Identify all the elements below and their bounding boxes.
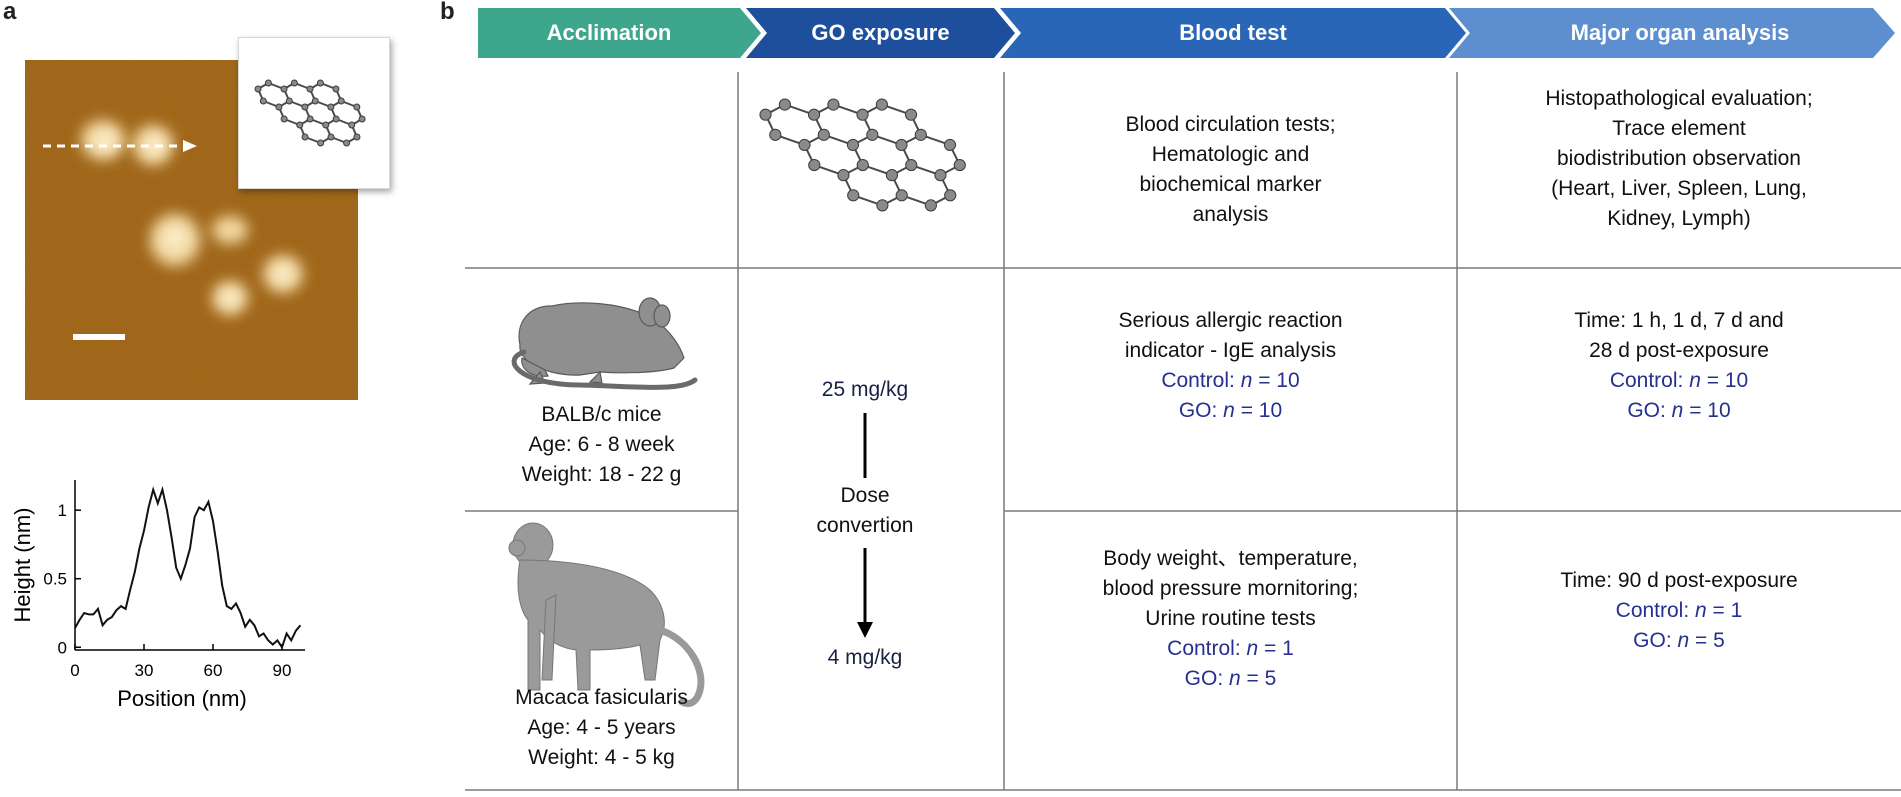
- stage-label-acclimation: Acclimation: [546, 20, 672, 45]
- count-control: Control: n = 1: [1167, 637, 1294, 660]
- text-line: Trace element: [1612, 117, 1746, 140]
- y-axis-label: Height (nm): [10, 508, 35, 623]
- stage-arrow-acclimation: Acclimation: [478, 8, 761, 58]
- y-tick-label: 1: [58, 501, 67, 520]
- count-go: GO: n = 10: [1627, 399, 1731, 422]
- count-go: GO: n = 10: [1178, 399, 1283, 422]
- stage-label-blood-test: Blood test: [1179, 20, 1287, 45]
- mouse-icon: [511, 297, 698, 390]
- text-line: indicator - IgE analysis: [1124, 339, 1337, 362]
- text-line: Serious allergic reaction: [1118, 309, 1343, 332]
- text-line: Weight: 4 - 5 kg: [528, 746, 675, 769]
- dose-arrow-head: [857, 622, 873, 638]
- text-line: Weight: 18 - 22 g: [521, 463, 682, 486]
- text-line: Dose: [840, 484, 890, 507]
- stage-arrow-blood-test: Blood test: [1000, 8, 1466, 58]
- text-line: Age: 6 - 8 week: [528, 433, 675, 456]
- text-line: Time: 90 d post-exposure: [1560, 569, 1798, 592]
- graphene-molecule-icon: [759, 98, 966, 212]
- cell-macaca-organ-analysis: Time: 90 d post-exposure Control: n = 1 …: [1457, 566, 1901, 656]
- panel-label-a: a: [3, 0, 17, 25]
- y-tick-label: 0: [58, 638, 67, 657]
- y-tick-label: 0.5: [43, 570, 67, 589]
- cell-macaca-subject: Macaca fasicularis Age: 4 - 5 years Weig…: [465, 683, 738, 773]
- text-line: Histopathological evaluation;: [1545, 87, 1813, 110]
- cell-macaca-blood-test: Body weight、temperature, blood pressure …: [1004, 544, 1457, 694]
- graphene-molecule-icon: [254, 79, 366, 147]
- text-line: Age: 4 - 5 years: [527, 716, 676, 739]
- count-control: Control: n = 10: [1609, 369, 1749, 392]
- text-line: Body weight、temperature,: [1103, 547, 1358, 570]
- text-line: analysis: [1192, 203, 1269, 226]
- count-go: GO: n = 5: [1184, 667, 1277, 690]
- scale-bar: [73, 334, 125, 340]
- dose-conversion-label: Dose convertion: [760, 481, 970, 541]
- text-line: Time: 1 h, 1 d, 7 d and: [1574, 309, 1784, 332]
- x-tick-label: 30: [135, 661, 154, 680]
- panel-label-b: b: [440, 0, 455, 25]
- height-profile-series: [74, 485, 302, 650]
- text-line: biochemical marker: [1139, 173, 1322, 196]
- dose-macaca: 4 mg/kg: [827, 646, 903, 669]
- cell-go-blood-test: Blood circulation tests; Hematologic and…: [1004, 110, 1457, 230]
- cell-mice-organ-analysis: Time: 1 h, 1 d, 7 d and 28 d post-exposu…: [1457, 306, 1901, 426]
- count-control: Control: n = 10: [1161, 369, 1300, 392]
- text-line: Kidney, Lymph): [1607, 207, 1751, 230]
- stage-label-go-exposure: GO exposure: [811, 20, 950, 45]
- x-tick-label: 0: [70, 661, 79, 680]
- graphene-inset: [238, 37, 390, 189]
- stage-label-major-organ: Major organ analysis: [1570, 20, 1790, 45]
- profile-arrowhead: [183, 140, 197, 152]
- text-line: Blood circulation tests;: [1125, 113, 1336, 136]
- text-line: Urine routine tests: [1145, 607, 1316, 630]
- text-line: (Heart, Liver, Spleen, Lung,: [1551, 177, 1807, 200]
- count-go: GO: n = 5: [1633, 629, 1725, 652]
- text-line: biodistribution observation: [1557, 147, 1801, 170]
- text-line: Hematologic and: [1151, 143, 1310, 166]
- text-line: Macaca fasicularis: [515, 686, 688, 709]
- text-line: BALB/c mice: [541, 403, 662, 426]
- cell-mice-subject: BALB/c mice Age: 6 - 8 week Weight: 18 -…: [465, 400, 738, 490]
- x-axis-label: Position (nm): [117, 686, 247, 711]
- text-line: 28 d post-exposure: [1589, 339, 1769, 362]
- x-tick-label: 90: [273, 661, 292, 680]
- cell-go-organ-analysis: Histopathological evaluation; Trace elem…: [1457, 84, 1901, 234]
- dose-mice: 25 mg/kg: [821, 378, 909, 401]
- text-line: convertion: [816, 514, 914, 537]
- cell-mice-blood-test: Serious allergic reaction indicator - Ig…: [1004, 306, 1457, 426]
- text-line: blood pressure mornitoring;: [1102, 577, 1359, 600]
- height-profile-chart: 0 0.5 1 0 30 60 90 Position (nm) Height (nm): [0, 470, 380, 785]
- macaque-icon: [508, 522, 705, 707]
- stage-arrow-major-organ: Major organ analysis: [1449, 8, 1895, 58]
- count-control: Control: n = 1: [1615, 599, 1743, 622]
- x-tick-label: 60: [204, 661, 223, 680]
- stage-arrow-go-exposure: GO exposure: [746, 8, 1015, 58]
